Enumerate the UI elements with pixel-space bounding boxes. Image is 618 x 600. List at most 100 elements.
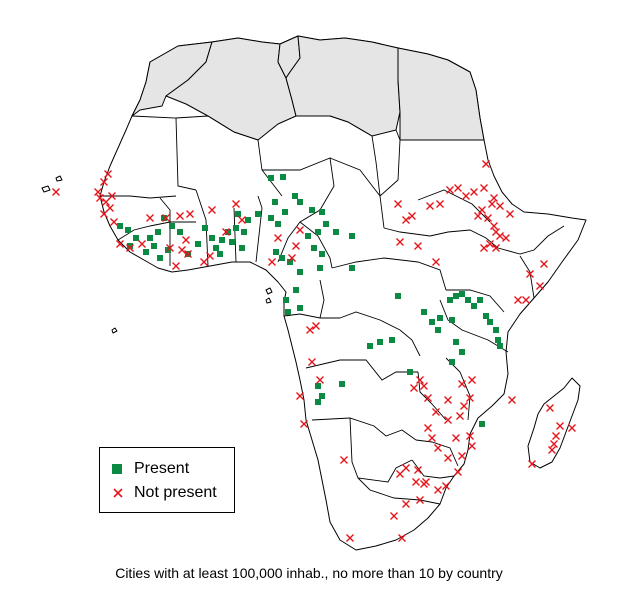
not-present-city-marker [458, 452, 466, 460]
present-city-marker [453, 293, 459, 299]
present-city-marker [323, 221, 329, 227]
not-present-city-marker [466, 394, 474, 402]
present-city-marker [317, 265, 323, 271]
not-present-city-marker [402, 500, 410, 508]
not-present-city-marker [496, 232, 504, 240]
madagascar-island [527, 377, 581, 469]
not-present-city-marker [416, 376, 424, 384]
present-city-marker [395, 293, 401, 299]
not-present-city-marker [528, 460, 536, 468]
not-present-city-marker [496, 202, 504, 210]
legend-entry-not-present: Not present [112, 482, 217, 504]
not-present-city-marker [470, 188, 478, 196]
not-present-city-marker [432, 258, 440, 266]
excluded-country-morocco-sahara [131, 41, 213, 117]
not-present-city-marker [162, 214, 170, 222]
present-city-marker [272, 199, 278, 205]
legend-label-present: Present [134, 460, 190, 477]
not-present-city-marker [552, 432, 560, 440]
not-present-city-marker [478, 206, 486, 214]
present-city-marker [155, 229, 161, 235]
present-city-marker [311, 245, 317, 251]
not-present-city-marker [452, 434, 460, 442]
present-city-marker [151, 243, 157, 249]
not-present-city-marker [546, 404, 554, 412]
not-present-city-marker [296, 226, 304, 234]
not-present-city-marker [138, 240, 146, 248]
present-city-marker [315, 383, 321, 389]
not-present-city-marker [442, 482, 450, 490]
present-city-marker [239, 245, 245, 251]
present-city-marker [297, 305, 303, 311]
present-city-marker [477, 297, 483, 303]
present-city-marker [268, 215, 274, 221]
present-city-marker [471, 303, 477, 309]
present-city-marker [367, 343, 373, 349]
present-city-marker [315, 399, 321, 405]
not-present-city-marker [444, 416, 452, 424]
africa-map [41, 35, 587, 551]
not-present-city-marker [316, 376, 324, 384]
not-present-city-marker [100, 210, 108, 218]
present-city-marker [177, 229, 183, 235]
present-city-marker [429, 319, 435, 325]
not-present-city-marker [308, 358, 316, 366]
present-city-marker [305, 233, 311, 239]
not-present-city-marker [436, 200, 444, 208]
not-present-city-marker [232, 200, 240, 208]
present-city-marker [292, 193, 298, 199]
not-present-city-marker [456, 412, 464, 420]
not-present-city-marker [424, 424, 432, 432]
present-city-marker [279, 255, 285, 261]
present-city-marker [268, 175, 274, 181]
present-city-marker [285, 309, 291, 315]
present-city-marker [225, 229, 231, 235]
present-city-marker [333, 229, 339, 235]
not-present-city-marker [206, 252, 214, 260]
present-city-marker [275, 221, 281, 227]
not-present-city-marker [490, 222, 498, 230]
not-present-city-marker [434, 444, 442, 452]
not-present-city-marker [410, 384, 418, 392]
not-present-city-marker [488, 200, 496, 208]
legend-entry-present: Present [112, 458, 189, 480]
map-caption: Cities with at least 100,000 inhab., no … [115, 565, 503, 581]
excluded-country-algeria [165, 37, 297, 141]
not-present-city-marker [292, 242, 300, 250]
not-present-city-marker [474, 212, 482, 220]
present-city-marker [209, 235, 215, 241]
not-present-city-marker [306, 326, 314, 334]
present-city-marker [280, 174, 286, 180]
present-city-marker [143, 249, 149, 255]
not-present-city-marker [420, 480, 428, 488]
present-city-marker [449, 359, 455, 365]
not-present-city-marker [468, 376, 476, 384]
not-present-city-marker [402, 464, 410, 472]
present-city-marker [147, 235, 153, 241]
not-present-city-marker [490, 194, 498, 202]
not-present-city-marker [484, 214, 492, 222]
not-present-city-marker [536, 282, 544, 290]
not-present-city-marker [398, 534, 406, 542]
present-city-marker [315, 229, 321, 235]
present-city-marker [117, 223, 123, 229]
not-present-city-marker [468, 442, 476, 450]
present-city-marker [349, 265, 355, 271]
present-city-marker [319, 251, 325, 257]
present-city-marker [157, 255, 163, 261]
not-present-city-marker [514, 296, 522, 304]
not-present-city-marker [184, 250, 192, 258]
not-present-city-marker [540, 260, 548, 268]
present-city-marker [293, 287, 299, 293]
not-present-city-marker [176, 212, 184, 220]
not-present-city-marker [434, 486, 442, 494]
not-present-city-marker [420, 382, 428, 390]
not-present-city-marker [172, 262, 180, 270]
not-present-city-marker [394, 200, 402, 208]
not-present-city-marker [146, 214, 154, 222]
not-present-city-marker [428, 434, 436, 442]
legend-label-not-present: Not present [134, 484, 217, 501]
present-city-marker [349, 233, 355, 239]
not-present-city-marker [116, 240, 124, 248]
present-city-marker [282, 209, 288, 215]
